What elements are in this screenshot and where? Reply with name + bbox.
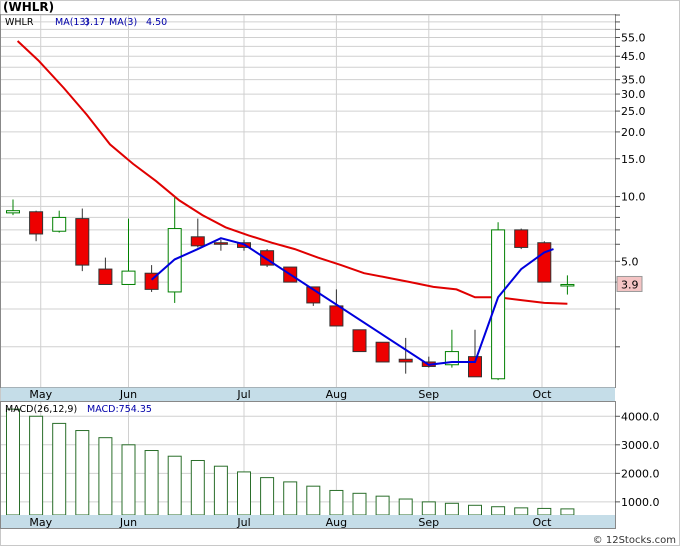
- candle-body: [352, 329, 367, 353]
- candle-body: [75, 218, 90, 266]
- candle-body: [29, 211, 44, 235]
- price-x-label: Aug: [326, 388, 347, 401]
- legend-macd-params: MACD(26,12,9): [5, 404, 77, 415]
- macd-tick-label: 2000.0: [621, 467, 660, 480]
- chart-title: (WHLR): [3, 0, 54, 14]
- legend-ma13-value: 3.17: [84, 17, 105, 28]
- price-tick-label: 5.0: [621, 255, 639, 268]
- macd-bar: [398, 498, 413, 516]
- candle-body: [52, 216, 67, 232]
- price-y-axis: 55.0 45.0 35.030.0 25.0 20.0 15.0 10.0 5.0: [615, 14, 646, 348]
- macd-x-label: Jun: [119, 516, 137, 529]
- ma3-line-path: [150, 237, 554, 366]
- legend-macd-value: MACD:754.35: [87, 404, 152, 415]
- macd-bar: [491, 506, 506, 516]
- price-x-label: Jun: [119, 388, 137, 401]
- macd-bar: [167, 455, 182, 516]
- macd-bar: [444, 502, 459, 516]
- macd-bar: [6, 408, 20, 516]
- ma3-line: [150, 237, 554, 366]
- macd-tick-label: 3000.0: [621, 439, 660, 452]
- price-candles: [6, 197, 575, 381]
- macd-x-axis: May Jun Jul Aug Sep Oct: [29, 516, 552, 529]
- legend-ma3-value: 4.50: [146, 17, 167, 28]
- price-tick-label: 55.0: [621, 32, 646, 45]
- legend-ma3-label: MA(3): [109, 17, 137, 28]
- price-tick-label: 25.0: [621, 105, 646, 118]
- candle-body: [537, 242, 552, 283]
- candle-body: [560, 283, 575, 287]
- ma13-line-path: [16, 40, 568, 305]
- candle-body: [375, 341, 390, 363]
- macd-y-axis: 4000.0 3000.0 2000.0 1000.0: [615, 410, 660, 509]
- macd-x-axis-band: [1, 515, 615, 528]
- price-x-axis-band: [1, 387, 615, 402]
- macd-legend: MACD(26,12,9) MACD:754.35: [5, 404, 152, 415]
- macd-bar: [375, 495, 390, 516]
- macd-bar: [421, 501, 436, 516]
- last-price-box: [616, 275, 643, 292]
- macd-bar: [468, 504, 482, 516]
- macd-bar: [121, 444, 136, 516]
- candle-body: [190, 236, 205, 247]
- macd-bar: [560, 508, 575, 516]
- price-gridlines: [1, 14, 615, 387]
- macd-panel: 4000.0 3000.0 2000.0 1000.0 MACD(26,12,9) M…: [0, 401, 660, 529]
- macd-x-label: Sep: [418, 516, 439, 529]
- last-price-marker: 3.9: [616, 275, 643, 292]
- price-panel: 55.045.035.030.025.020.015.010.05.0 3.9 …: [0, 14, 646, 402]
- macd-bar: [283, 481, 298, 516]
- price-x-label: May: [29, 388, 52, 401]
- macd-bar: [514, 507, 529, 516]
- watermark: © 12Stocks.com: [593, 535, 676, 546]
- candle-body: [398, 358, 413, 363]
- macd-bar: [329, 489, 344, 516]
- macd-x-label: Jul: [236, 516, 250, 529]
- last-price-label: 3.9: [621, 278, 639, 291]
- price-x-label: Jul: [236, 388, 250, 401]
- candle-body: [514, 229, 529, 248]
- macd-bar: [537, 507, 552, 516]
- candle-body: [329, 305, 344, 327]
- candle-body: [491, 229, 506, 380]
- macd-bar: [306, 485, 321, 516]
- macd-bar: [190, 459, 205, 516]
- legend-ma13-label: MA(13): [55, 17, 89, 28]
- candle-body: [6, 210, 20, 214]
- macd-bar: [352, 492, 367, 516]
- price-tick-label: 30.0: [621, 88, 646, 101]
- macd-bar: [213, 465, 228, 516]
- macd-panel-border: [0, 401, 616, 529]
- macd-tick-label: 1000.0: [621, 496, 660, 509]
- macd-x-label: Oct: [532, 516, 552, 529]
- macd-bar: [260, 477, 275, 516]
- price-tick-label: 35.0: [621, 74, 646, 87]
- macd-bar: [75, 430, 90, 516]
- price-tick-label: 45.0: [621, 50, 646, 63]
- price-x-label: Oct: [532, 388, 552, 401]
- macd-bar: [237, 471, 251, 516]
- macd-x-label: Aug: [326, 516, 347, 529]
- price-x-label: Sep: [418, 388, 439, 401]
- candle-body: [213, 242, 228, 245]
- legend-ticker: WHLR: [5, 17, 34, 28]
- macd-x-label: May: [29, 516, 52, 529]
- ma13-line: [16, 40, 568, 305]
- price-x-axis: May Jun Jul Aug Sep Oct: [29, 388, 552, 401]
- macd-bar: [29, 415, 44, 516]
- macd-tick-label: 4000.0: [621, 410, 660, 423]
- price-tick-label: 10.0: [621, 191, 646, 204]
- price-legend: WHLR MA(13) 3.17 MA(3) 4.50: [5, 17, 167, 28]
- macd-bars: [6, 408, 575, 516]
- macd-bar: [98, 437, 113, 516]
- macd-bar: [144, 450, 159, 516]
- macd-bar: [52, 422, 67, 516]
- candle-body: [121, 270, 136, 285]
- candle-body: [98, 268, 113, 285]
- price-tick-label: 15.0: [621, 153, 646, 166]
- price-tick-label: 20.0: [621, 126, 646, 139]
